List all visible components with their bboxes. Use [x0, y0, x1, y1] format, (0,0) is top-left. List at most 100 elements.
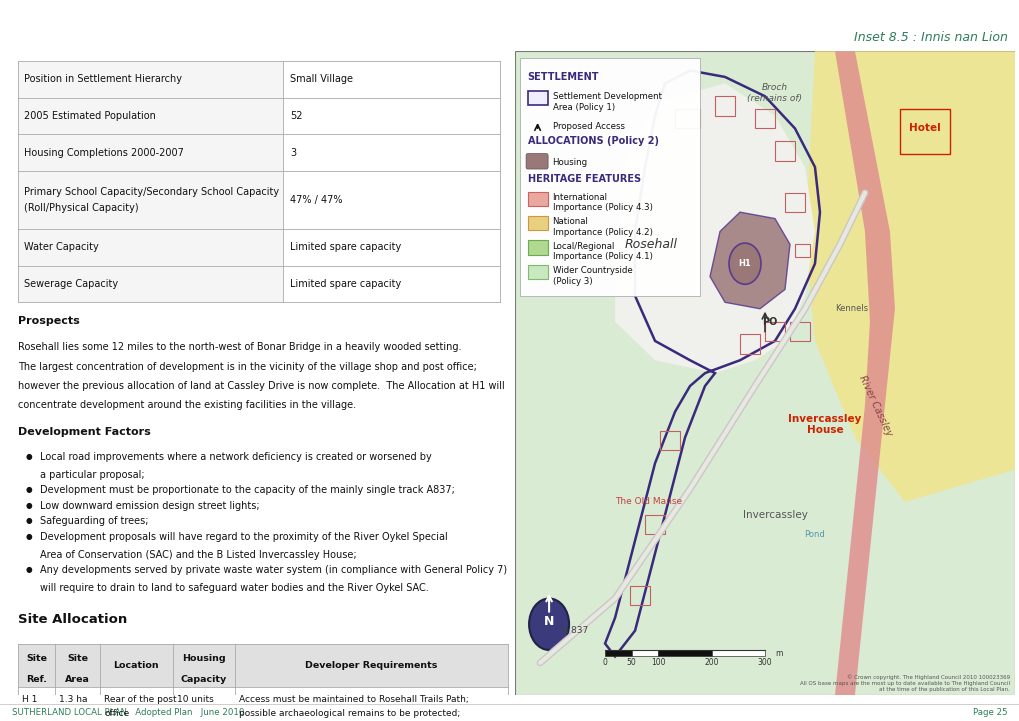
Text: Development must be proportionate to the capacity of the mainly single track A83: Development must be proportionate to the… — [40, 485, 454, 495]
Text: 300: 300 — [757, 658, 771, 668]
Bar — [527, 216, 547, 230]
Bar — [282, 97, 499, 134]
Text: 100: 100 — [650, 658, 665, 668]
Bar — [17, 644, 507, 687]
Text: Hotel: Hotel — [908, 123, 940, 133]
Text: Limited spare capacity: Limited spare capacity — [289, 242, 400, 252]
Text: Site: Site — [67, 655, 88, 663]
Bar — [794, 244, 809, 257]
Text: Area: Area — [65, 675, 90, 684]
Text: Housing: Housing — [552, 158, 587, 167]
Bar — [740, 335, 759, 354]
Text: 50: 50 — [627, 658, 636, 668]
Text: © Crown copyright. The Highland Council 2010 100023369
All OS base maps are the : © Crown copyright. The Highland Council … — [799, 675, 1009, 692]
Text: Ref.: Ref. — [25, 675, 47, 684]
Text: HERITAGE FEATURES: HERITAGE FEATURES — [527, 174, 640, 184]
Text: 200: 200 — [704, 658, 718, 668]
Bar — [282, 229, 499, 265]
Bar — [17, 134, 282, 171]
Text: Housing: Housing — [181, 655, 225, 663]
Bar — [764, 322, 785, 341]
Text: Prospects: Prospects — [17, 317, 79, 327]
Bar — [527, 192, 547, 205]
Text: ●: ● — [25, 516, 32, 525]
Text: Local/Regional
Importance (Policy 4.1): Local/Regional Importance (Policy 4.1) — [552, 242, 652, 261]
Text: National
Importance (Policy 4.2): National Importance (Policy 4.2) — [552, 217, 652, 236]
Text: 52: 52 — [289, 111, 303, 121]
Text: Settlement Development
Area (Policy 1): Settlement Development Area (Policy 1) — [552, 92, 661, 112]
Text: Pond: Pond — [804, 530, 824, 539]
Text: Developer Requirements: Developer Requirements — [305, 661, 437, 670]
Text: Broch
(remains of): Broch (remains of) — [747, 84, 802, 103]
Bar — [17, 61, 282, 97]
Text: however the previous allocation of land at Cassley Drive is now complete.  The A: however the previous allocation of land … — [17, 381, 504, 391]
Bar — [282, 171, 499, 229]
Text: will require to drain to land to safeguard water bodies and the River Oykel SAC.: will require to drain to land to safegua… — [40, 583, 429, 593]
Text: PO: PO — [761, 317, 776, 327]
Text: Water Capacity: Water Capacity — [23, 242, 99, 252]
Text: SETTLEMENT: SETTLEMENT — [527, 72, 598, 81]
Text: Site Allocation: Site Allocation — [17, 613, 126, 626]
Text: Any developments served by private waste water system (in compliance with Genera: Any developments served by private waste… — [40, 565, 506, 575]
Bar — [644, 515, 664, 534]
Text: The largest concentration of development is in the vicinity of the village shop : The largest concentration of development… — [17, 361, 476, 371]
Text: N: N — [543, 614, 553, 627]
Bar — [17, 265, 282, 302]
Bar — [17, 229, 282, 265]
Bar — [17, 97, 282, 134]
Text: Inset 8.5 : Innis nan Lion: Inset 8.5 : Innis nan Lion — [853, 31, 1007, 44]
Text: 47% / 47%: 47% / 47% — [289, 195, 342, 205]
Text: Proposed Access: Proposed Access — [552, 122, 624, 131]
Text: Local road improvements where a network deficiency is created or worsened by: Local road improvements where a network … — [40, 451, 431, 461]
Text: Kennels: Kennels — [835, 304, 867, 313]
Text: Limited spare capacity: Limited spare capacity — [289, 279, 400, 289]
Text: ●: ● — [25, 485, 32, 494]
Bar — [899, 109, 949, 154]
Text: Wider Countryside
(Policy 3): Wider Countryside (Policy 3) — [552, 266, 632, 286]
Text: Invercassley
House: Invercassley House — [788, 414, 861, 435]
Text: Rosehall: Rosehall — [625, 238, 678, 251]
Bar — [657, 650, 711, 656]
Text: office: office — [104, 709, 129, 718]
Polygon shape — [614, 84, 814, 373]
Text: a particular proposal;: a particular proposal; — [40, 469, 145, 479]
Polygon shape — [804, 51, 1014, 502]
Bar — [714, 97, 735, 115]
Bar — [604, 650, 631, 656]
Text: H 1: H 1 — [21, 695, 37, 704]
Text: concentrate development around the existing facilities in the village.: concentrate development around the exist… — [17, 400, 356, 410]
Circle shape — [729, 243, 760, 284]
Bar — [659, 431, 680, 451]
Bar — [630, 585, 649, 605]
Text: 2005 Estimated Population: 2005 Estimated Population — [23, 111, 156, 121]
Bar — [785, 193, 804, 212]
Text: Housing Completions 2000-2007: Housing Completions 2000-2007 — [23, 148, 183, 158]
Text: 1.3 ha: 1.3 ha — [59, 695, 88, 704]
Text: River Cassley: River Cassley — [856, 373, 893, 437]
Text: m: m — [774, 649, 782, 658]
Text: possible archaeological remains to be protected;: possible archaeological remains to be pr… — [238, 709, 460, 718]
Text: The Old Manse: The Old Manse — [614, 497, 682, 506]
FancyBboxPatch shape — [526, 154, 547, 169]
Text: ●: ● — [25, 451, 32, 461]
Bar — [774, 141, 794, 161]
Text: Location: Location — [113, 661, 159, 670]
Bar — [527, 91, 547, 105]
Circle shape — [529, 598, 569, 650]
Bar — [282, 265, 499, 302]
Text: Page 25: Page 25 — [972, 708, 1007, 717]
Text: H1: H1 — [738, 259, 751, 268]
Text: Rear of the post: Rear of the post — [104, 695, 176, 704]
Text: Position in Settlement Hierarchy: Position in Settlement Hierarchy — [23, 74, 181, 84]
Text: SUTHERLAND LOCAL PLAN   Adopted Plan   June 2010: SUTHERLAND LOCAL PLAN Adopted Plan June … — [12, 708, 245, 717]
Text: 0: 0 — [602, 658, 607, 668]
Text: 3: 3 — [289, 148, 296, 158]
Bar — [527, 265, 547, 279]
Text: Capacity: Capacity — [180, 675, 227, 684]
Text: Development Factors: Development Factors — [17, 428, 150, 437]
Text: ●: ● — [25, 531, 32, 541]
Bar — [520, 58, 699, 296]
Text: Sewerage Capacity: Sewerage Capacity — [23, 279, 118, 289]
Text: International
Importance (Policy 4.3): International Importance (Policy 4.3) — [552, 193, 652, 212]
Bar — [17, 171, 282, 229]
